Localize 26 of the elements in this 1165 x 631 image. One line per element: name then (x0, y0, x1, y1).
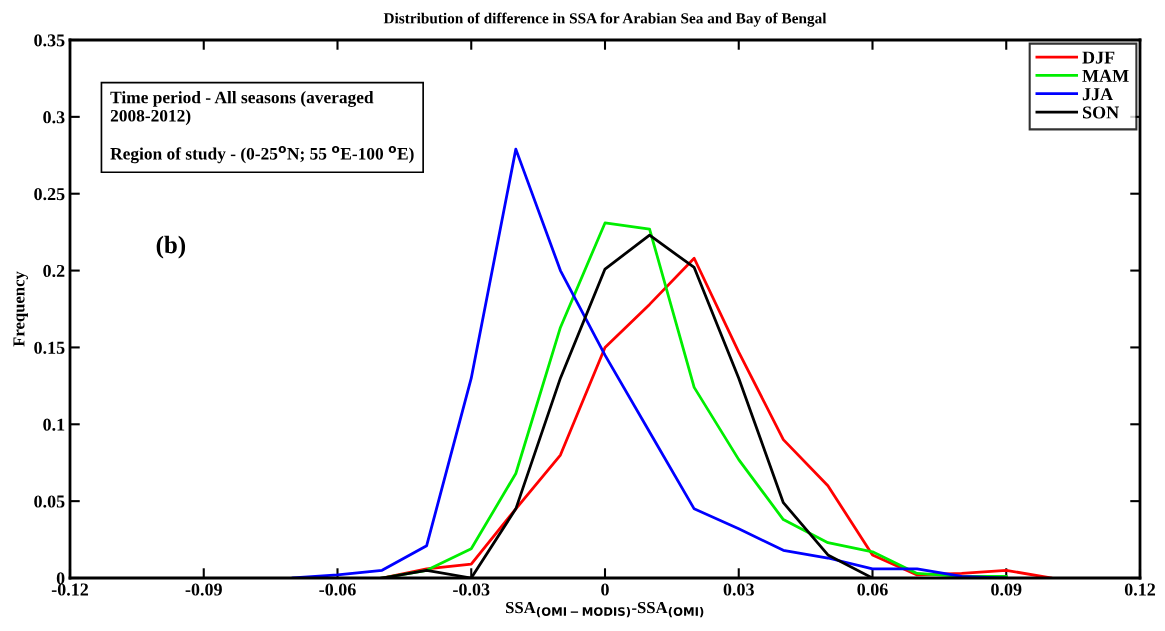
x-tick-label: 0.12 (1124, 583, 1156, 596)
x-tick-label: -0.03 (453, 583, 490, 596)
legend-label: SON (1083, 106, 1119, 119)
x-tick-label: 0 (601, 583, 609, 596)
legend-label: DJF (1082, 51, 1115, 64)
text: Time period - All seasons (averaged 2008-2012) Region of study - (0-25$^{o}$N; 55 $^{o}$E-100 $^{o}$E) (110, 91, 414, 164)
x-tick-label: -0.09 (185, 583, 222, 596)
annotation: (b) (156, 235, 186, 259)
y-tick-label: 0.05 (34, 495, 65, 508)
x-tick-label: 0.03 (723, 583, 754, 596)
y-tick-label: 0.2 (43, 264, 65, 278)
legend-label: JJA (1082, 88, 1113, 101)
y-tick-label: 0.3 (43, 111, 65, 124)
x-tick-label: 0.06 (857, 583, 888, 596)
y-tick-label: 0.35 (34, 34, 65, 47)
y-tick-label: 0 (56, 572, 65, 585)
y-tick-label: 0.25 (34, 187, 65, 201)
x-tick-label: 0.09 (991, 583, 1022, 596)
y-axis-title: Frequency (13, 271, 28, 347)
y-tick-label: 0.15 (34, 341, 65, 354)
x-axis-title: SSA$_{(OMI−MODIS)}$-SSA$_{(OMI)}$ (506, 602, 704, 618)
legend-label: MAM (1082, 69, 1129, 82)
y-tick-label: 0.1 (43, 418, 65, 431)
x-tick-label: -0.12 (51, 583, 89, 596)
chart-title: Distribution of difference in SSA for Arabian Sea and Bay of Bengal (383, 12, 827, 27)
x-tick-label: -0.06 (319, 583, 356, 596)
